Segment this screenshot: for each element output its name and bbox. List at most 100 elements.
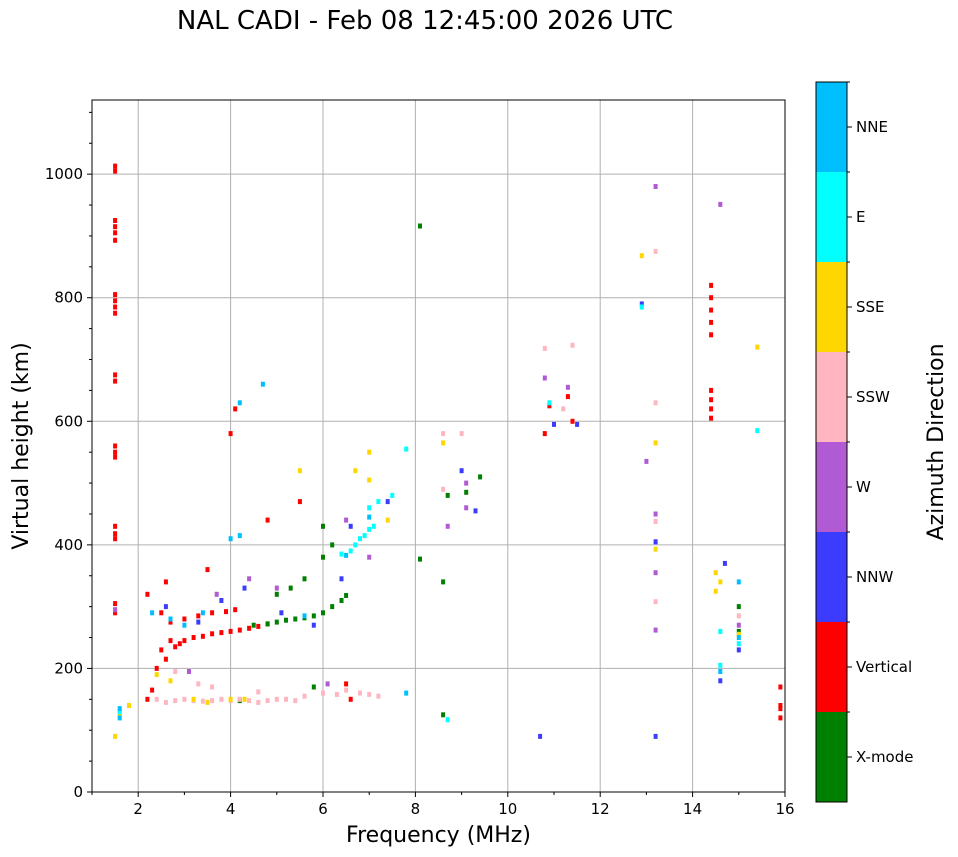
echo-vertical xyxy=(168,638,173,644)
echo-x-mode xyxy=(321,523,325,529)
colorbar-segment xyxy=(816,262,847,352)
echo-vertical xyxy=(778,684,783,690)
colorbar-tick-label: NNW xyxy=(856,568,893,586)
echo-nne xyxy=(237,533,242,539)
echo-nnw xyxy=(279,610,284,616)
colorbar: X-mode Vertical NNW W SSW SSE E NNE xyxy=(815,81,913,803)
echo-ssw xyxy=(653,518,658,524)
colorbar-tick-label: NNE xyxy=(856,118,888,136)
echo-e xyxy=(404,446,409,452)
echo-w xyxy=(464,480,469,486)
echo-nnw xyxy=(653,539,658,545)
echo-vertical xyxy=(778,706,783,712)
y-tick-label: 600 xyxy=(54,412,83,430)
echo-x-mode xyxy=(293,616,298,622)
echo-x-mode xyxy=(265,621,270,627)
echo-vertical xyxy=(145,696,150,702)
echo-ssw xyxy=(376,693,381,699)
echo-vertical xyxy=(570,418,575,424)
echo-vertical xyxy=(177,641,182,647)
echo-vertical xyxy=(113,292,118,298)
echo-x-mode xyxy=(445,492,450,498)
echo-vertical xyxy=(709,295,714,301)
echo-vertical xyxy=(113,224,118,230)
echo-vertical xyxy=(113,372,118,378)
echo-nne xyxy=(736,579,741,585)
echo-vertical xyxy=(163,579,168,585)
echo-sse xyxy=(755,344,760,350)
echo-sse xyxy=(113,733,118,739)
echo-nnw xyxy=(339,576,344,582)
echo-vertical xyxy=(709,307,714,313)
echo-x-mode xyxy=(441,579,446,585)
echo-e xyxy=(736,641,741,647)
echo-vertical xyxy=(709,319,714,325)
echo-x-mode xyxy=(302,576,307,582)
echo-vertical xyxy=(709,397,714,403)
echo-ssw xyxy=(256,689,261,695)
echo-ssw xyxy=(163,699,168,705)
echo-e xyxy=(718,662,723,668)
echo-w xyxy=(736,622,741,628)
echo-vertical xyxy=(113,230,118,236)
echo-vertical xyxy=(182,638,187,644)
echo-ssw xyxy=(561,406,566,412)
echo-nnw xyxy=(736,647,741,653)
echo-ssw xyxy=(570,342,575,348)
colorbar-tick-label: SSE xyxy=(856,298,885,316)
colorbar-segment xyxy=(816,712,847,802)
echo-vertical xyxy=(709,387,714,393)
echo-vertical xyxy=(113,298,118,304)
echo-vertical xyxy=(113,443,118,449)
echo-vertical xyxy=(709,282,714,288)
echo-w xyxy=(247,576,252,582)
echo-vertical xyxy=(113,601,118,607)
echo-e xyxy=(367,505,372,511)
echo-ssw xyxy=(358,690,362,696)
echo-sse xyxy=(713,570,718,576)
colorbar-segment xyxy=(816,622,847,712)
echo-nne xyxy=(344,552,349,558)
echo-nnw xyxy=(552,421,556,427)
echo-vertical xyxy=(210,610,215,616)
echo-ssw xyxy=(321,690,325,696)
echo-w xyxy=(464,505,469,511)
x-tick-label: 14 xyxy=(683,800,702,818)
y-tick-label: 800 xyxy=(54,289,83,307)
echo-e xyxy=(339,551,344,557)
echo-nne xyxy=(228,536,233,542)
echo-vertical xyxy=(113,531,118,537)
y-tick-label: 0 xyxy=(73,783,83,801)
echo-vertical xyxy=(154,665,159,671)
echo-e xyxy=(390,492,395,498)
echo-e xyxy=(358,536,362,542)
echo-nnw xyxy=(575,421,580,427)
echo-vertical xyxy=(565,394,570,400)
echo-vertical xyxy=(113,310,118,316)
echo-vertical xyxy=(173,644,178,650)
echo-vertical xyxy=(145,591,150,597)
echo-x-mode xyxy=(251,622,256,628)
echo-vertical xyxy=(205,567,210,573)
echo-vertical xyxy=(265,517,270,523)
echo-w xyxy=(367,554,372,560)
echo-vertical xyxy=(224,609,228,615)
echo-vertical xyxy=(778,715,783,721)
echo-vertical xyxy=(709,415,714,421)
echo-nne xyxy=(718,669,723,674)
echo-w xyxy=(644,458,649,464)
echo-x-mode xyxy=(284,617,288,623)
echo-vertical xyxy=(191,635,196,640)
echo-x-mode xyxy=(478,474,483,480)
echo-w xyxy=(325,681,330,687)
chart-title: NAL CADI - Feb 08 12:45:00 2026 UTC xyxy=(176,6,674,36)
echo-sse xyxy=(653,546,658,552)
colorbar-tick-label: SSW xyxy=(856,388,890,406)
echo-x-mode xyxy=(311,684,316,690)
echo-vertical xyxy=(113,304,118,310)
echo-ssw xyxy=(459,431,464,437)
echo-ssw xyxy=(200,698,205,704)
echo-vertical xyxy=(200,633,205,639)
echo-vertical xyxy=(228,628,233,634)
